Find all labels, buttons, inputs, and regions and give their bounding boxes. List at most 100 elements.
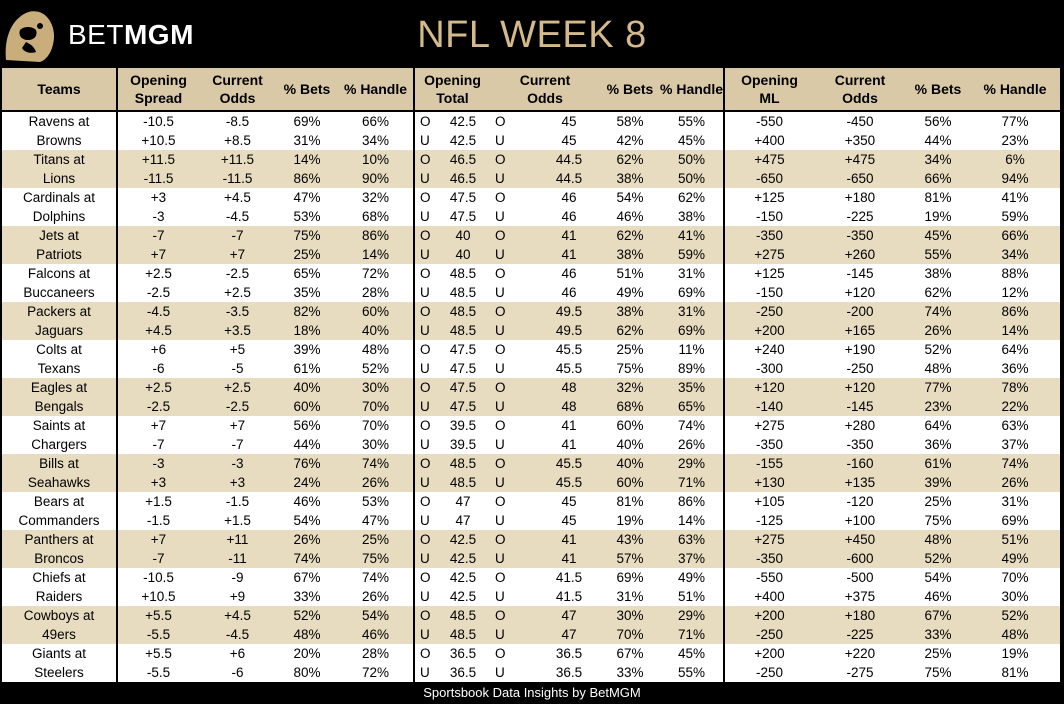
cell-handle-spread: 26% <box>338 473 415 492</box>
cell-team: Lions <box>2 169 118 188</box>
cell-bets-total: 68% <box>600 397 660 416</box>
cell-current-odds-spread: +4.5 <box>199 606 276 625</box>
cell-handle-total: 31% <box>660 302 725 321</box>
cell-handle-spread: 28% <box>338 644 415 663</box>
cell-current-odds-ml: +100 <box>814 511 906 530</box>
cell-bets-total: 60% <box>600 473 660 492</box>
col-header-teams: Teams <box>2 68 118 112</box>
cell-current-odds-spread: -6 <box>199 663 276 682</box>
cell-handle-spread: 30% <box>338 378 415 397</box>
cell-current-total: 41 <box>538 530 600 549</box>
cell-opening-total: 36.5 <box>436 644 490 663</box>
cell-opening-total-ou: U <box>414 473 436 492</box>
cell-current-odds-spread: +8.5 <box>199 131 276 150</box>
cell-bets-total: 69% <box>600 568 660 587</box>
cell-opening-ml: +275 <box>724 245 814 264</box>
cell-bets-total: 49% <box>600 283 660 302</box>
cell-team: Patriots <box>2 245 118 264</box>
cell-bets-spread: 25% <box>276 245 338 264</box>
cell-current-total-ou: O <box>490 340 538 359</box>
col-header-handle-total: % Handle <box>660 68 725 112</box>
cell-opening-total-ou: O <box>414 416 436 435</box>
cell-opening-spread: -3 <box>117 454 199 473</box>
cell-bets-spread: 44% <box>276 435 338 454</box>
cell-current-total-ou: O <box>490 111 538 131</box>
cell-handle-ml: 74% <box>970 454 1060 473</box>
page-title: NFL WEEK 8 <box>417 14 647 56</box>
cell-team: Commanders <box>2 511 118 530</box>
cell-handle-spread: 14% <box>338 245 415 264</box>
cell-team: Browns <box>2 131 118 150</box>
cell-team: Steelers <box>2 663 118 682</box>
cell-bets-spread: 61% <box>276 359 338 378</box>
cell-bets-spread: 65% <box>276 264 338 283</box>
cell-current-odds-spread: -2.5 <box>199 397 276 416</box>
cell-handle-spread: 70% <box>338 416 415 435</box>
cell-current-odds-ml: +190 <box>814 340 906 359</box>
cell-handle-total: 29% <box>660 454 725 473</box>
cell-current-odds-spread: +7 <box>199 416 276 435</box>
cell-opening-spread: +7 <box>117 416 199 435</box>
cell-handle-spread: 32% <box>338 188 415 207</box>
table-row: Dolphins -3 -4.5 53% 68% U 47.5 U 46 46% 38% -150 -2… <box>2 207 1060 226</box>
table-row: Commanders -1.5 +1.5 54% 47% U 47 U 45 19% 14% -125… <box>2 511 1060 530</box>
cell-current-total: 46 <box>538 264 600 283</box>
cell-opening-total: 47.5 <box>436 188 490 207</box>
cell-handle-total: 45% <box>660 131 725 150</box>
cell-handle-spread: 90% <box>338 169 415 188</box>
cell-team: Jaguars <box>2 321 118 340</box>
cell-current-total-ou: O <box>490 644 538 663</box>
table-header-row: Teams Opening Spread Current Odds % Bets %… <box>2 68 1060 112</box>
table-row: Giants at +5.5 +6 20% 28% O 36.5 O 36.5 67% 45% +20… <box>2 644 1060 663</box>
cell-handle-spread: 60% <box>338 302 415 321</box>
cell-opening-total: 48.5 <box>436 283 490 302</box>
cell-bets-spread: 18% <box>276 321 338 340</box>
cell-opening-total-ou: U <box>414 207 436 226</box>
cell-opening-ml: +125 <box>724 188 814 207</box>
cell-bets-total: 62% <box>600 321 660 340</box>
cell-current-total-ou: U <box>490 359 538 378</box>
cell-handle-total: 74% <box>660 416 725 435</box>
cell-bets-ml: 74% <box>906 302 970 321</box>
cell-opening-total-ou: O <box>414 340 436 359</box>
cell-opening-spread: -10.5 <box>117 568 199 587</box>
cell-opening-total-ou: U <box>414 245 436 264</box>
cell-handle-ml: 81% <box>970 663 1060 682</box>
cell-handle-total: 63% <box>660 530 725 549</box>
cell-handle-total: 86% <box>660 492 725 511</box>
cell-opening-ml: +240 <box>724 340 814 359</box>
table-row: Falcons at +2.5 -2.5 65% 72% O 48.5 O 46 51% 31% +1… <box>2 264 1060 283</box>
cell-current-total: 45 <box>538 111 600 131</box>
table-row: 49ers -5.5 -4.5 48% 46% U 48.5 U 47 70% 71% -250 -22… <box>2 625 1060 644</box>
cell-opening-ml: -250 <box>724 625 814 644</box>
cell-bets-total: 81% <box>600 492 660 511</box>
cell-bets-spread: 67% <box>276 568 338 587</box>
cell-opening-spread: +4.5 <box>117 321 199 340</box>
cell-current-odds-spread: -7 <box>199 226 276 245</box>
cell-bets-ml: 55% <box>906 245 970 264</box>
cell-handle-spread: 68% <box>338 207 415 226</box>
cell-bets-ml: 77% <box>906 378 970 397</box>
col-header-current-odds-spread: Current Odds <box>199 68 276 112</box>
cell-current-odds-ml: +350 <box>814 131 906 150</box>
cell-opening-spread: +10.5 <box>117 587 199 606</box>
cell-handle-ml: 59% <box>970 207 1060 226</box>
cell-opening-total-ou: U <box>414 587 436 606</box>
cell-opening-ml: +120 <box>724 378 814 397</box>
cell-opening-ml: +400 <box>724 131 814 150</box>
cell-team: 49ers <box>2 625 118 644</box>
cell-bets-spread: 86% <box>276 169 338 188</box>
cell-opening-total: 48.5 <box>436 321 490 340</box>
cell-opening-spread: -7 <box>117 226 199 245</box>
cell-current-odds-spread: +1.5 <box>199 511 276 530</box>
cell-handle-spread: 52% <box>338 359 415 378</box>
cell-bets-ml: 48% <box>906 359 970 378</box>
cell-current-total-ou: O <box>490 226 538 245</box>
cell-opening-total: 47.5 <box>436 397 490 416</box>
cell-opening-spread: +10.5 <box>117 131 199 150</box>
cell-handle-ml: 37% <box>970 435 1060 454</box>
cell-bets-ml: 38% <box>906 264 970 283</box>
cell-bets-ml: 39% <box>906 473 970 492</box>
cell-current-total-ou: U <box>490 283 538 302</box>
cell-bets-ml: 25% <box>906 492 970 511</box>
